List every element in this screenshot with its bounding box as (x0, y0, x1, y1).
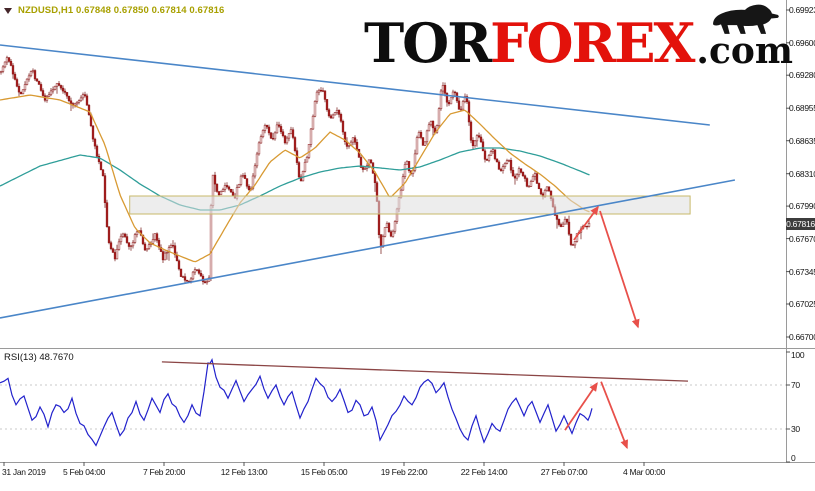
resistance-zone (129, 195, 691, 215)
rsi-axis-label: 70 (791, 380, 800, 390)
price-axis-label: 0.69923 (789, 5, 815, 15)
time-axis-label: 4 Mar 00:00 (622, 467, 666, 477)
logo-text-com: .com (696, 30, 793, 72)
symbol-ohlc-readout: NZDUSD,H1 0.67848 0.67850 0.67814 0.6781… (4, 5, 224, 16)
rsi-axis-label: 0 (791, 453, 796, 463)
time-axis-label: 7 Feb 20:00 (142, 467, 186, 477)
logo-text-forex: FOREX (490, 10, 695, 75)
symbol-ohlc-text: NZDUSD,H1 0.67848 0.67850 0.67814 0.6781… (18, 5, 225, 16)
price-axis-label: 0.68310 (789, 168, 815, 179)
current-price-badge: 0.67816 (786, 218, 815, 230)
logo-text-top: TOR (364, 10, 492, 75)
rsi-descending-trendline (161, 361, 689, 382)
rsi-indicator-label: RSI(13) 48.7670 (4, 352, 74, 363)
rsi-forecast-arrow (564, 382, 598, 431)
price-axis-label: 0.69280 (789, 70, 815, 81)
price-axis-label: 0.67670 (789, 233, 815, 244)
rsi-axis-label: 100 (791, 350, 805, 360)
time-axis-label: 31 Jan 2019 (2, 467, 46, 477)
time-axis-label: 5 Feb 04:00 (62, 467, 106, 477)
time-axis-label: 22 Feb 14:00 (460, 467, 508, 477)
forecast-arrow (573, 205, 599, 241)
rsi-axis-label: 30 (791, 424, 800, 434)
logo-right-block: .com (696, 4, 793, 72)
time-axis-label: 19 Feb 22:00 (380, 467, 428, 477)
price-axis-label: 0.67990 (789, 201, 815, 212)
candles-layer (0, 55, 591, 285)
price-axis-label: 0.67345 (789, 266, 815, 277)
price-axis-label: 0.68955 (789, 103, 815, 114)
price-axis-label: 0.69600 (789, 37, 815, 48)
rsi-forecast-arrow (600, 381, 628, 450)
rsi-line (0, 357, 593, 447)
time-axis-label: 12 Feb 13:00 (220, 467, 268, 477)
ma-fast-line (0, 94, 590, 263)
descending-resistance-line (0, 44, 710, 126)
ma-slow-line (0, 147, 590, 211)
time-axis-label: 27 Feb 07:00 (540, 467, 588, 477)
time-axis-label: 15 Feb 05:00 (300, 467, 348, 477)
ascending-support-line (0, 179, 736, 319)
symbol-marker-icon (4, 7, 12, 14)
brand-watermark: TOR FOREX .com (364, 4, 793, 75)
bear-icon (712, 4, 779, 34)
price-axis-label: 0.66700 (789, 332, 815, 342)
price-axis-label: 0.67025 (789, 299, 815, 310)
price-axis-label: 0.68635 (789, 135, 815, 146)
forecast-arrow (599, 210, 640, 329)
